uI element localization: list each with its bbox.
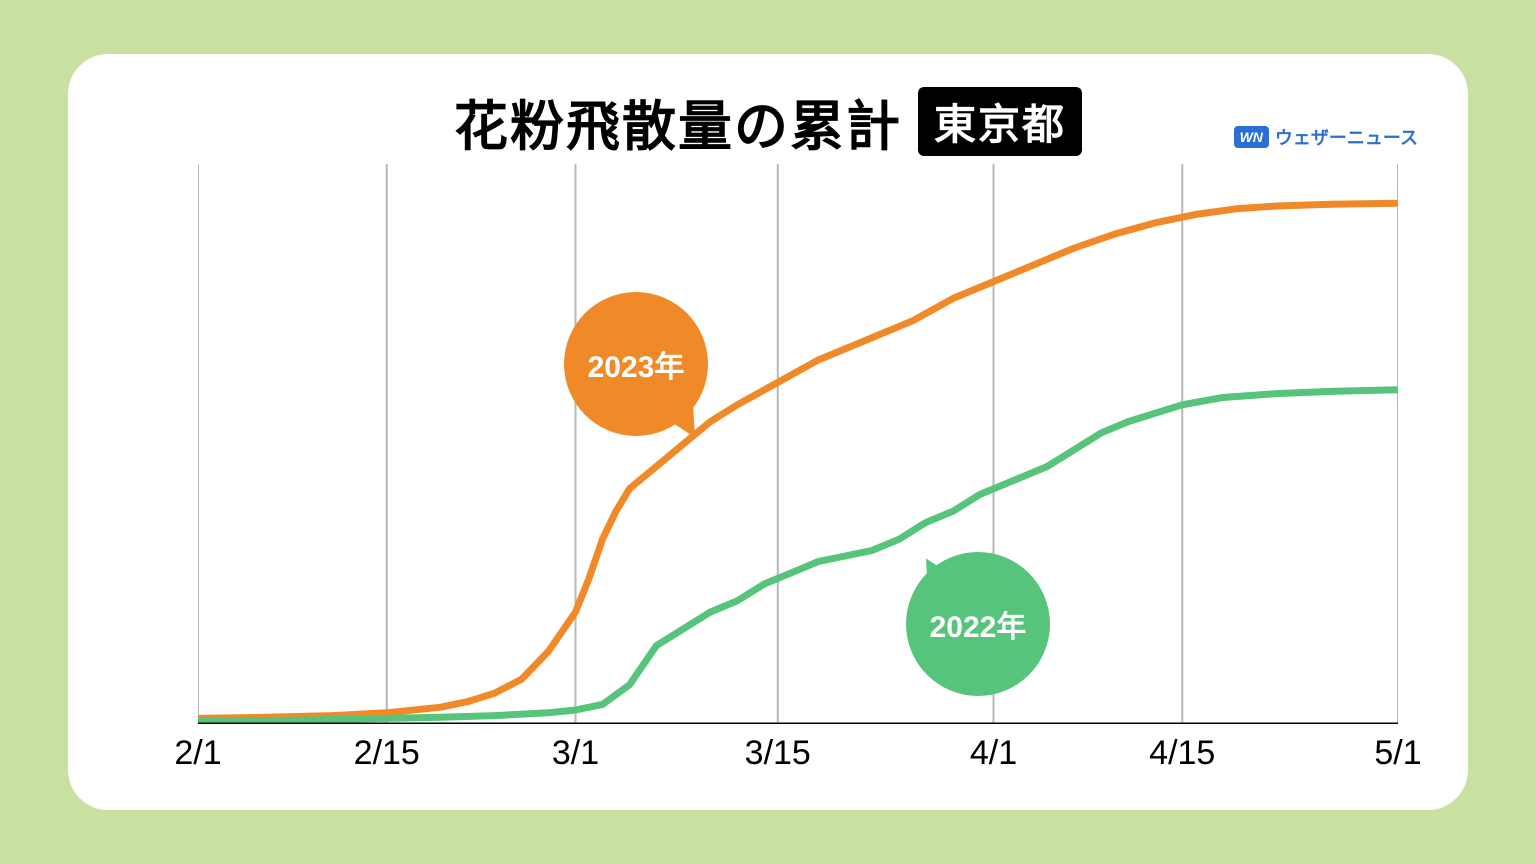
x-tick-label: 4/15 xyxy=(1149,734,1215,773)
chart-title: 花粉飛散量の累計 xyxy=(454,82,902,161)
region-badge: 東京都 xyxy=(918,87,1082,156)
brand: WN ウェザーニュース xyxy=(1234,124,1418,150)
brand-logo-icon: WN xyxy=(1234,126,1269,148)
x-tick-label: 2/15 xyxy=(354,734,420,773)
chart-area xyxy=(198,164,1398,724)
x-tick-label: 3/1 xyxy=(552,734,599,773)
x-axis-labels: 2/12/153/13/154/14/155/1 xyxy=(198,734,1398,784)
brand-text: ウェザーニュース xyxy=(1275,124,1418,150)
x-tick-label: 5/1 xyxy=(1374,734,1421,773)
x-tick-label: 4/1 xyxy=(970,734,1017,773)
chart-card: 花粉飛散量の累計 東京都 WN ウェザーニュース 2/1 2/15 3/1 3/15 4… xyxy=(68,54,1468,810)
x-tick-label: 3/15 xyxy=(745,734,811,773)
series-line xyxy=(198,203,1398,718)
x-tick-label: 2/1 xyxy=(174,734,221,773)
series-line xyxy=(198,390,1398,722)
line-chart xyxy=(198,164,1398,724)
title-row: 花粉飛散量の累計 東京都 xyxy=(108,82,1428,161)
